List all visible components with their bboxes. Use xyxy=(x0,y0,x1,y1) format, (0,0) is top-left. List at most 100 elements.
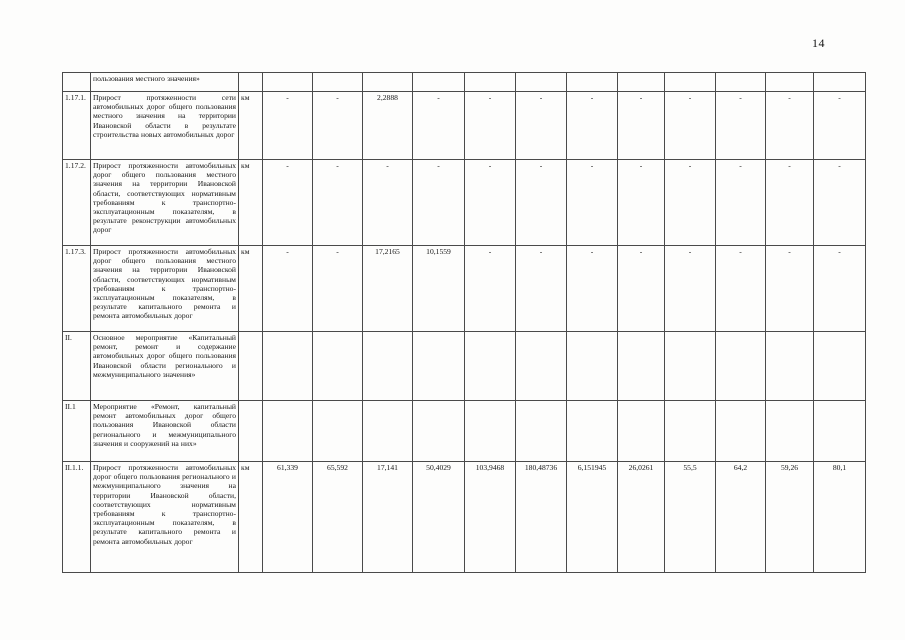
value-cell: - xyxy=(617,91,665,160)
value-cell: - xyxy=(362,159,413,246)
value-cell xyxy=(515,400,567,462)
value-cell: - xyxy=(813,91,866,160)
value-cell xyxy=(262,400,313,462)
value-cell: - xyxy=(412,91,465,160)
value-cell: - xyxy=(566,91,618,160)
value-cell: - xyxy=(515,91,567,160)
value-cell: - xyxy=(312,245,363,332)
value-cell xyxy=(813,331,866,401)
indicator-name-cell: пользования местного значения» xyxy=(90,72,239,92)
table-row: II.1 Мероприятие «Ремонт, капитальный рем… xyxy=(62,400,866,462)
unit-cell xyxy=(238,400,263,462)
value-cell: - xyxy=(464,245,516,332)
value-cell: - xyxy=(664,91,716,160)
value-cell: - xyxy=(566,159,618,246)
row-id-cell: II.1 xyxy=(62,400,91,462)
value-cell: - xyxy=(765,245,814,332)
value-cell xyxy=(464,400,516,462)
table-body: пользования местного значения» 1.17.1. При… xyxy=(62,72,866,573)
value-cell xyxy=(262,331,313,401)
unit-cell: км xyxy=(238,159,263,246)
table-row: 1.17.1. Прирост протяженности сети автомо… xyxy=(62,91,866,160)
unit-cell: км xyxy=(238,245,263,332)
value-cell: - xyxy=(617,245,665,332)
value-cell: 2,2888 xyxy=(362,91,413,160)
indicator-name-cell: Прирост протяженности сети автомобильных… xyxy=(90,91,239,160)
indicator-name-cell: Прирост протяженности автомобильных доро… xyxy=(90,245,239,332)
value-cell xyxy=(262,72,313,92)
value-cell xyxy=(813,400,866,462)
unit-cell: км xyxy=(238,461,263,573)
unit-cell xyxy=(238,331,263,401)
value-cell xyxy=(664,72,716,92)
row-id-cell: 1.17.2. xyxy=(62,159,91,246)
value-cell: 64,2 xyxy=(715,461,766,573)
value-cell: 6,151945 xyxy=(566,461,618,573)
value-cell: 61,339 xyxy=(262,461,313,573)
value-cell xyxy=(412,400,465,462)
value-cell: - xyxy=(566,245,618,332)
row-id-cell xyxy=(62,72,91,92)
table-row: пользования местного значения» xyxy=(62,72,866,92)
row-id-cell: II. xyxy=(62,331,91,401)
value-cell: - xyxy=(715,245,766,332)
value-cell xyxy=(412,331,465,401)
value-cell xyxy=(566,72,618,92)
value-cell: - xyxy=(412,159,465,246)
value-cell xyxy=(362,400,413,462)
value-cell: - xyxy=(715,159,766,246)
page-number: 14 xyxy=(812,36,825,50)
value-cell xyxy=(715,331,766,401)
value-cell: - xyxy=(617,159,665,246)
value-cell xyxy=(715,400,766,462)
value-cell: - xyxy=(813,245,866,332)
indicator-name-cell: Мероприятие «Ремонт, капитальный ремонт … xyxy=(90,400,239,462)
value-cell: - xyxy=(464,91,516,160)
indicator-name-cell: Прирост протяженности автомобильных доро… xyxy=(90,461,239,573)
value-cell xyxy=(765,331,814,401)
value-cell: 59,26 xyxy=(765,461,814,573)
value-cell: 26,0261 xyxy=(617,461,665,573)
value-cell xyxy=(664,331,716,401)
value-cell: 17,2165 xyxy=(362,245,413,332)
value-cell xyxy=(715,72,766,92)
value-cell xyxy=(566,400,618,462)
value-cell: 65,592 xyxy=(312,461,363,573)
indicator-name-cell: Основное мероприятие «Капитальный ремонт… xyxy=(90,331,239,401)
indicators-table: пользования местного значения» 1.17.1. При… xyxy=(62,72,866,573)
value-cell: - xyxy=(664,159,716,246)
value-cell: - xyxy=(464,159,516,246)
value-cell xyxy=(312,72,363,92)
value-cell: - xyxy=(262,91,313,160)
value-cell xyxy=(362,331,413,401)
value-cell xyxy=(765,400,814,462)
unit-cell xyxy=(238,72,263,92)
value-cell: - xyxy=(664,245,716,332)
value-cell: 50,4029 xyxy=(412,461,465,573)
value-cell: 10,1559 xyxy=(412,245,465,332)
value-cell xyxy=(464,72,516,92)
value-cell: - xyxy=(515,159,567,246)
value-cell: - xyxy=(765,159,814,246)
value-cell xyxy=(464,331,516,401)
value-cell xyxy=(566,331,618,401)
value-cell xyxy=(813,72,866,92)
value-cell: 80,1 xyxy=(813,461,866,573)
row-id-cell: 1.17.3. xyxy=(62,245,91,332)
value-cell xyxy=(765,72,814,92)
value-cell xyxy=(362,72,413,92)
value-cell xyxy=(515,72,567,92)
table-row: 1.17.2. Прирост протяженности автомобильн… xyxy=(62,159,866,246)
value-cell xyxy=(617,72,665,92)
value-cell xyxy=(617,331,665,401)
value-cell xyxy=(312,400,363,462)
value-cell xyxy=(515,331,567,401)
table-row: 1.17.3. Прирост протяженности автомобильн… xyxy=(62,245,866,332)
row-id-cell: 1.17.1. xyxy=(62,91,91,160)
value-cell: - xyxy=(813,159,866,246)
table-row: II.1.1. Прирост протяженности автомобильн… xyxy=(62,461,866,573)
value-cell: - xyxy=(262,245,313,332)
value-cell: 103,9468 xyxy=(464,461,516,573)
value-cell xyxy=(412,72,465,92)
